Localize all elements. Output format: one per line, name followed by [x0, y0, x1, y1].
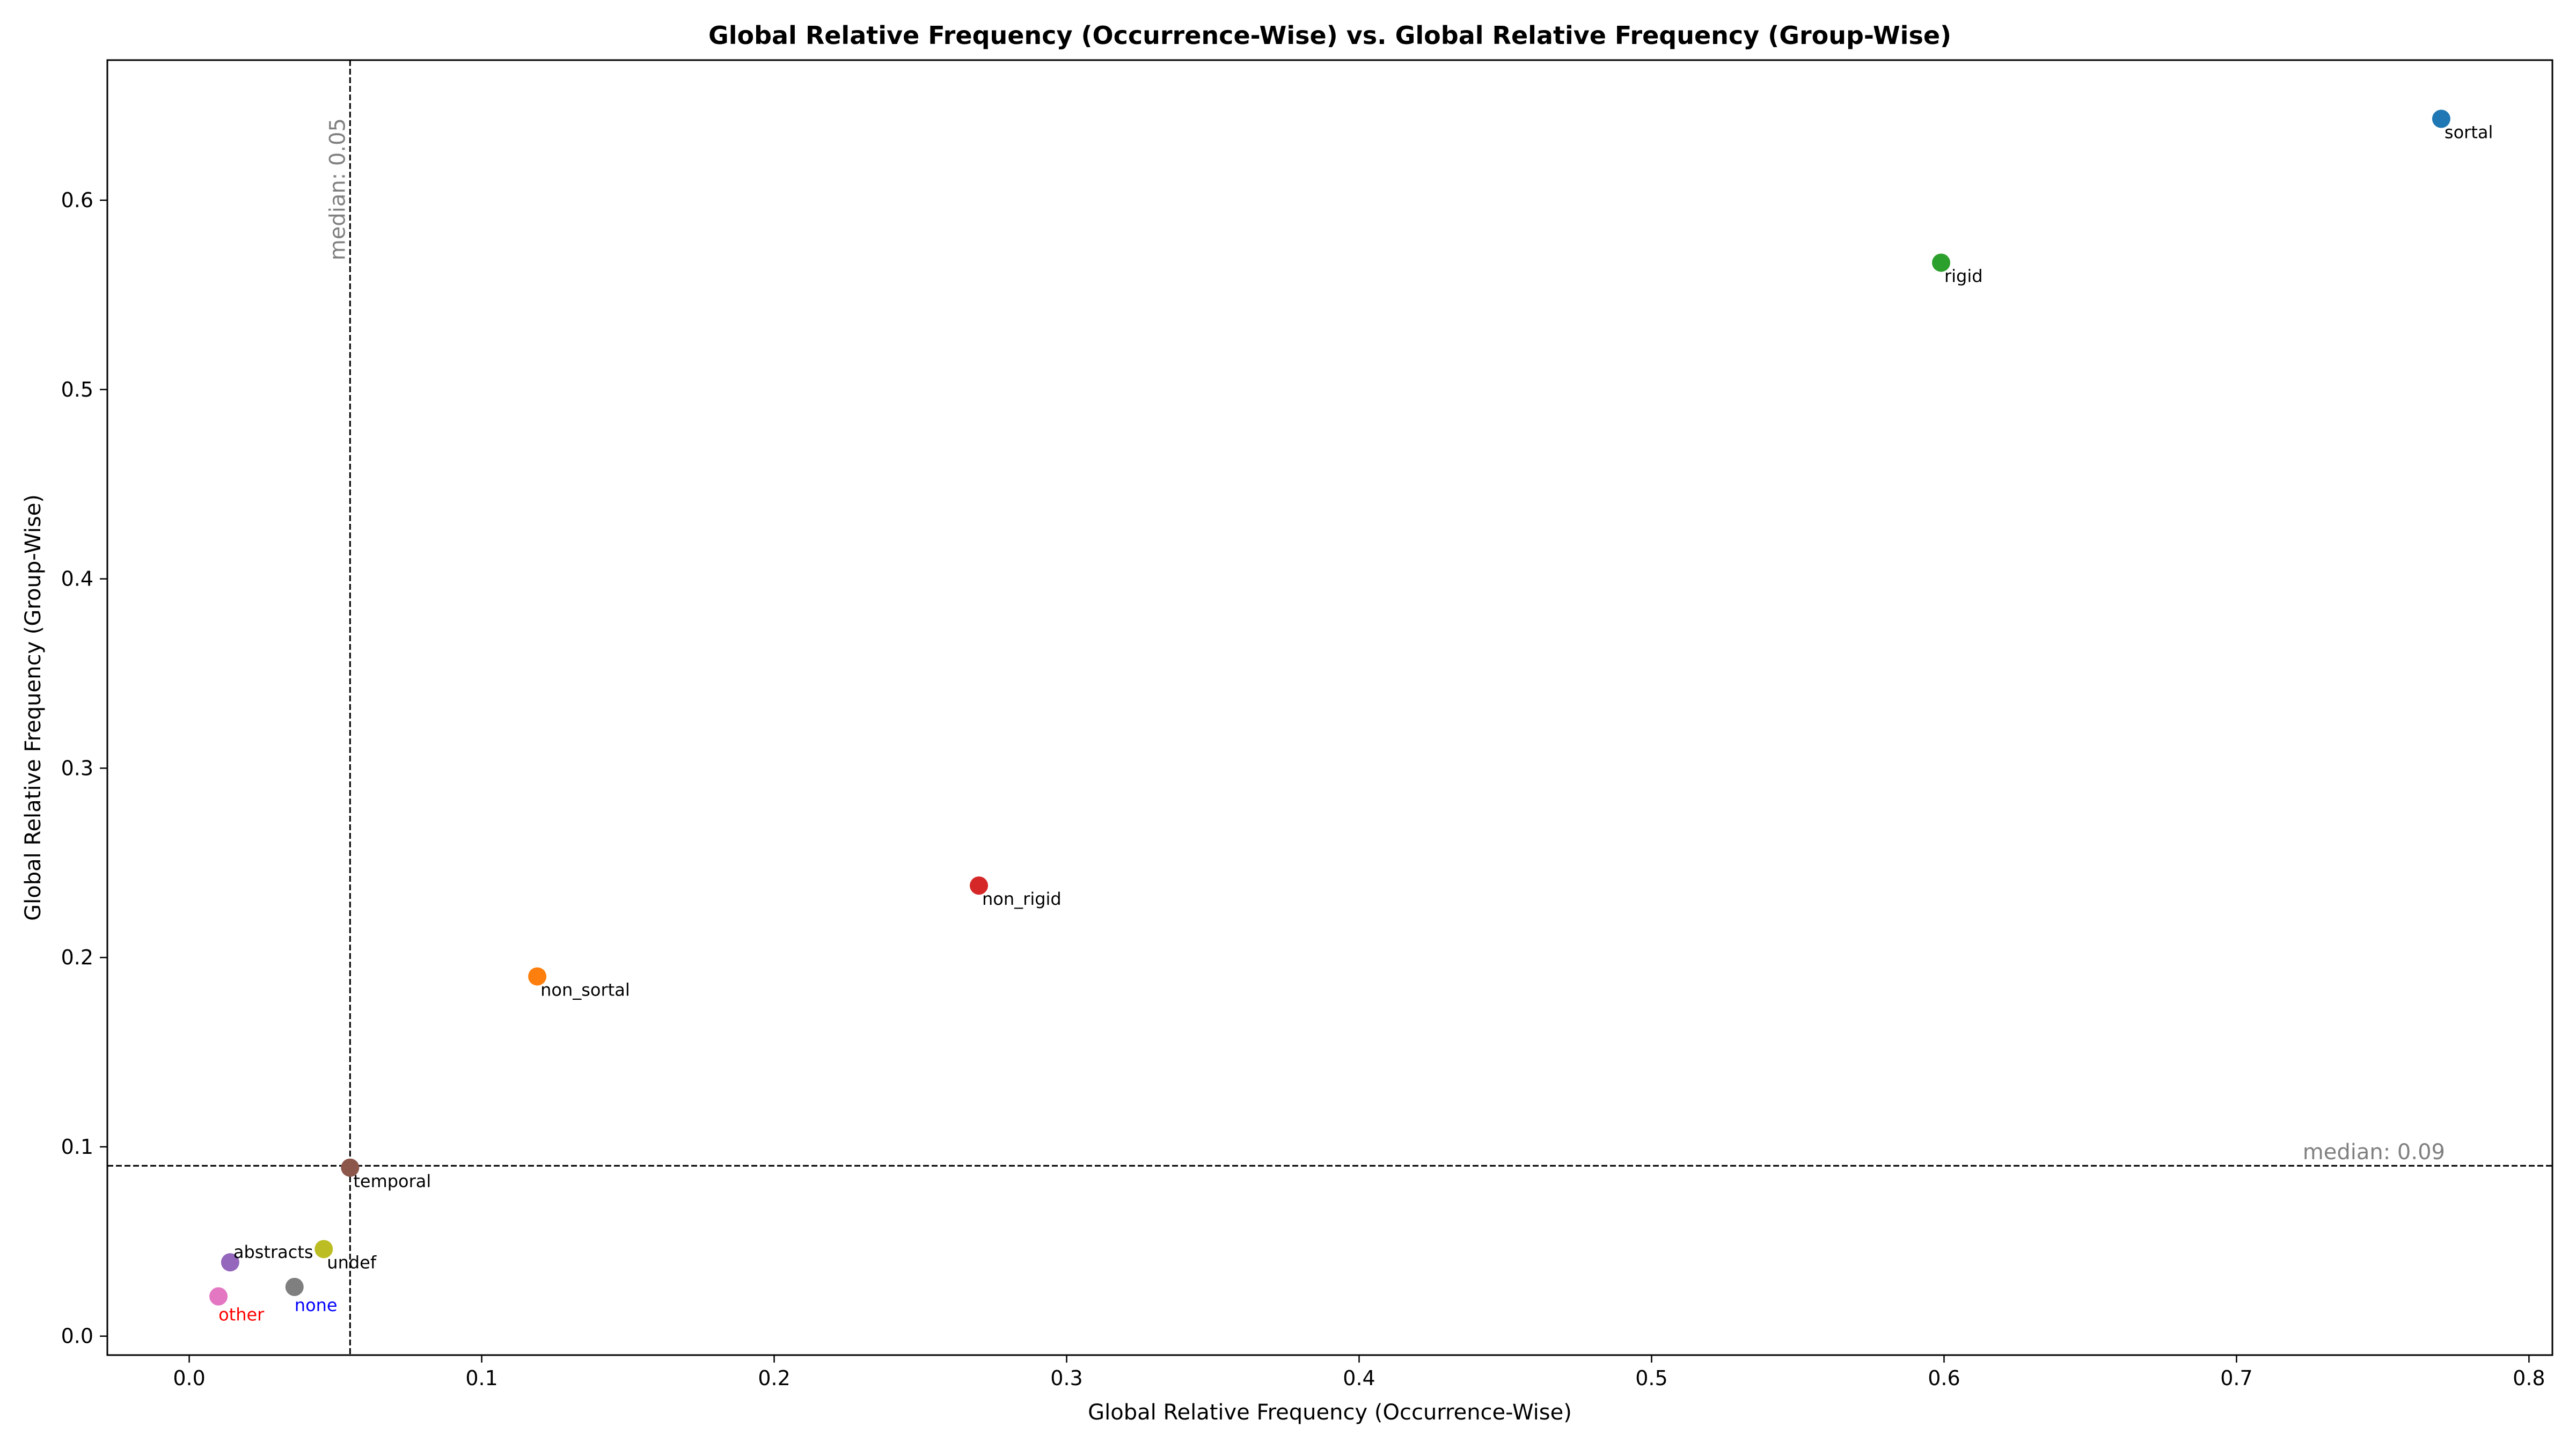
- point-label-temporal: temporal: [353, 1171, 431, 1191]
- x-tick-label: 0.4: [1343, 1366, 1375, 1390]
- median-label-horizontal: median: 0.09: [2303, 1140, 2445, 1165]
- y-tick-label: 0.1: [61, 1135, 93, 1159]
- x-tick-label: 0.7: [2220, 1366, 2252, 1390]
- point-label-rigid: rigid: [1944, 266, 1983, 286]
- x-tick-label: 0.8: [2513, 1366, 2545, 1390]
- scatter-point-sortal: [2432, 109, 2450, 128]
- x-tick-label: 0.2: [758, 1366, 790, 1390]
- scatter-point-undef: [314, 1240, 333, 1258]
- plot-frame: [106, 59, 2553, 1356]
- y-tick-label: 0.3: [61, 756, 93, 780]
- y-tick-label: 0.2: [61, 946, 93, 969]
- point-label-non-sortal: non_sortal: [540, 979, 630, 1000]
- x-tick-label: 0.5: [1635, 1366, 1667, 1390]
- y-tick-label: 0.0: [61, 1324, 93, 1348]
- scatter-point-abstracts: [221, 1253, 239, 1272]
- y-axis-label: Global Relative Frequency (Group-Wise): [21, 494, 46, 921]
- x-tick-label: 0.1: [465, 1366, 497, 1390]
- y-tick-label: 0.5: [61, 378, 93, 401]
- y-tick-label: 0.6: [61, 188, 93, 212]
- x-axis-label: Global Relative Frequency (Occurrence-Wi…: [1088, 1400, 1572, 1425]
- scatter-point-non-rigid: [970, 876, 989, 895]
- scatter-point-non-sortal: [528, 967, 547, 986]
- scatter-point-temporal: [341, 1158, 360, 1177]
- point-label-none: none: [295, 1295, 338, 1315]
- x-tick-label: 0.0: [173, 1366, 205, 1390]
- x-tick-label: 0.6: [1928, 1366, 1960, 1390]
- chart-title: Global Relative Frequency (Occurrence-Wi…: [708, 21, 1951, 50]
- scatter-point-other: [209, 1287, 228, 1306]
- point-label-other: other: [218, 1305, 265, 1325]
- point-label-sortal: sortal: [2445, 122, 2493, 142]
- point-label-undef: undef: [327, 1252, 377, 1272]
- x-tick-label: 0.3: [1050, 1366, 1082, 1390]
- point-label-abstracts: abstracts: [233, 1242, 313, 1262]
- point-label-non-rigid: non_rigid: [982, 889, 1062, 909]
- scatter-point-rigid: [1932, 253, 1950, 272]
- median-label-vertical: median: 0.05: [325, 118, 350, 260]
- y-tick-label: 0.4: [61, 567, 93, 591]
- scatter-point-none: [285, 1278, 304, 1296]
